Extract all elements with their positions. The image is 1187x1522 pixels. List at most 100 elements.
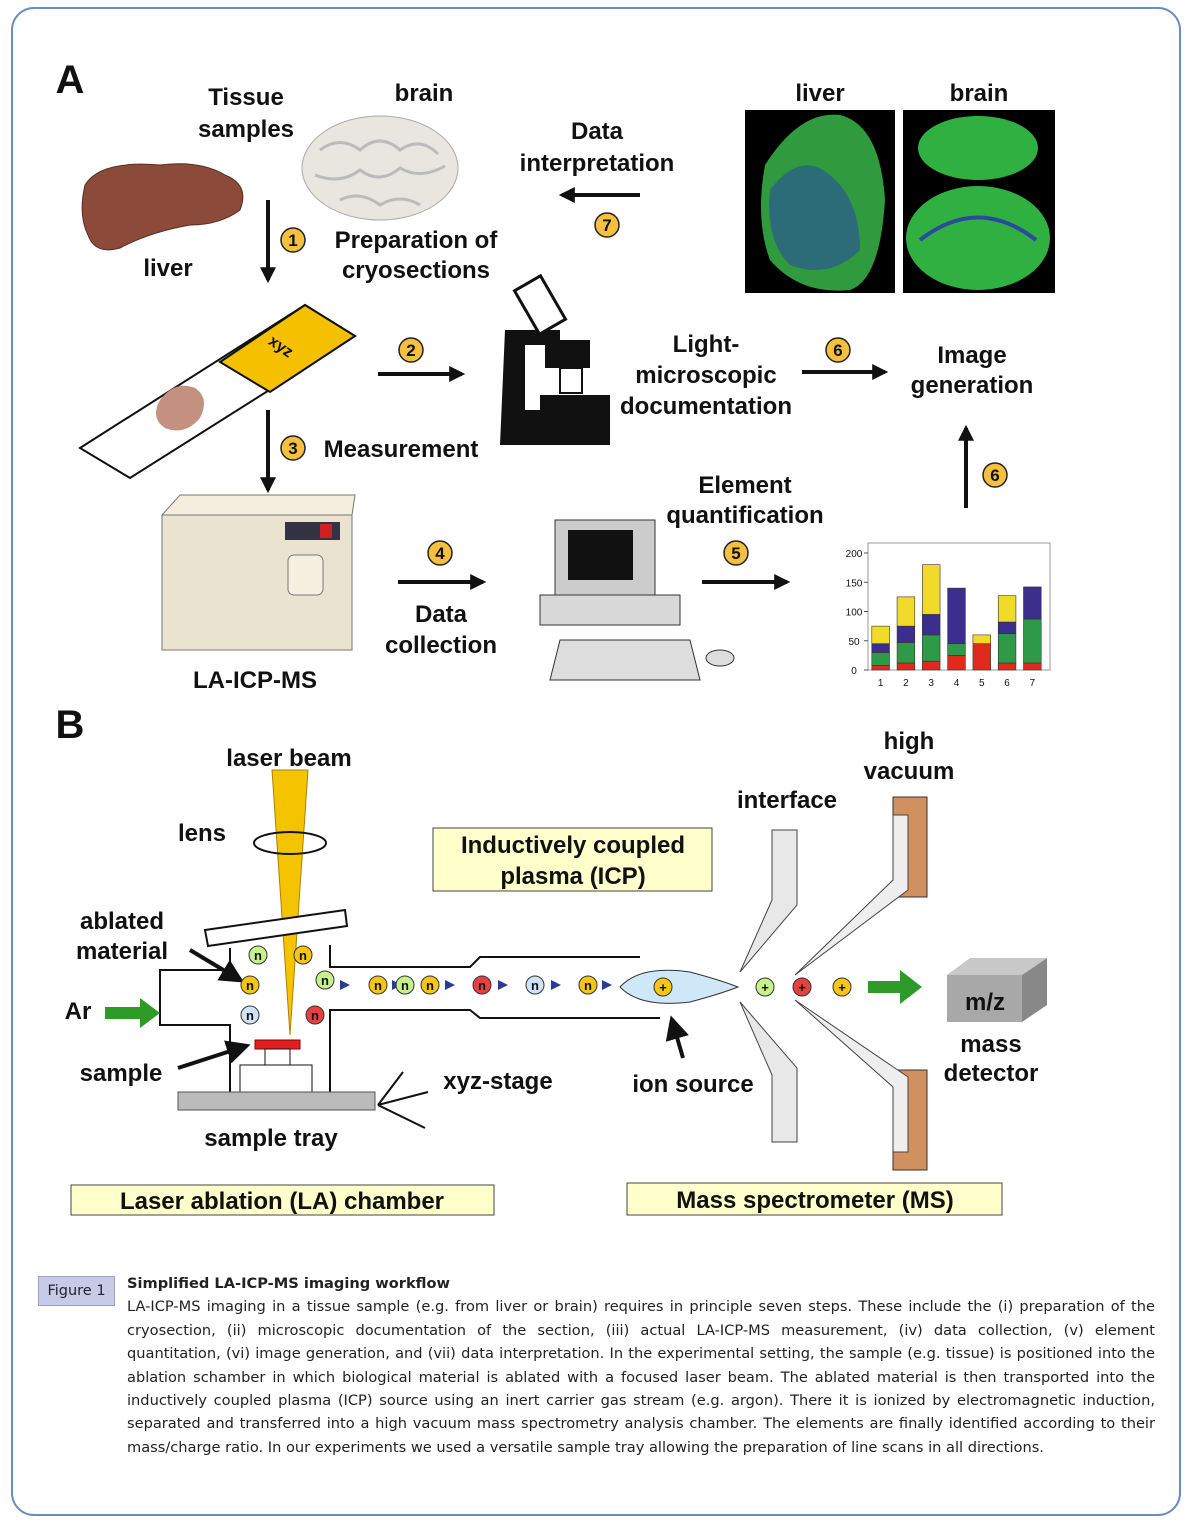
x-tick-label: 1 xyxy=(878,678,884,689)
label: Mass spectrometer (MS) xyxy=(676,1187,953,1214)
bar-segment xyxy=(871,665,890,671)
particle-label: n xyxy=(426,978,434,993)
step-marker xyxy=(594,212,620,238)
particle xyxy=(578,975,598,995)
label: plasma (ICP) xyxy=(500,863,645,890)
arrow xyxy=(188,948,245,983)
particle xyxy=(305,1005,325,1025)
label: vacuum xyxy=(864,758,955,785)
step-number: 5 xyxy=(731,544,740,563)
label: liver xyxy=(143,255,192,282)
particle xyxy=(240,975,260,995)
x-tick-label: 2 xyxy=(903,678,909,689)
particle xyxy=(315,970,335,990)
label: ion source xyxy=(632,1071,753,1098)
step-marker xyxy=(723,540,749,566)
label-box xyxy=(626,1182,1003,1216)
bar-segment xyxy=(997,662,1017,671)
detector-top xyxy=(947,958,1047,975)
panel-label: B xyxy=(56,703,85,747)
label: documentation xyxy=(620,393,792,420)
arrow xyxy=(665,1015,689,1059)
label: Measurement xyxy=(324,436,479,463)
lens xyxy=(253,831,327,855)
label: sample tray xyxy=(204,1125,338,1152)
label: xyz-stage xyxy=(443,1068,552,1095)
bar-segment xyxy=(871,625,890,644)
label: brain xyxy=(395,80,454,107)
label: sample xyxy=(80,1060,163,1087)
panel-label: A xyxy=(56,58,85,102)
y-tick-label: 150 xyxy=(846,578,863,589)
step-marker xyxy=(398,337,424,363)
bar-segment xyxy=(997,595,1017,623)
label: Element xyxy=(698,472,791,499)
bar-segment xyxy=(947,655,966,671)
label: Image xyxy=(937,342,1006,369)
flow-arrow xyxy=(551,980,561,990)
sample xyxy=(254,1039,301,1050)
liver-section-detail xyxy=(769,165,860,270)
bar-segment xyxy=(1023,618,1042,664)
x-tick-label: 6 xyxy=(1004,678,1010,689)
particle xyxy=(525,975,545,995)
label: LA-ICP-MS xyxy=(193,667,317,694)
particles: n nnn nn n n n n n n + + + + xyxy=(240,945,852,1025)
label: collection xyxy=(385,632,497,659)
caption-text: LA-ICP-MS imaging in a tissue sample (e.… xyxy=(127,1298,1155,1456)
bar-segment xyxy=(1023,586,1042,620)
particle xyxy=(755,977,775,997)
bar-segment xyxy=(896,662,916,671)
instrument-top xyxy=(160,494,356,516)
bar-segment xyxy=(871,652,890,666)
step-markers: 1 2 3 4 5 6 6 7 xyxy=(280,212,1008,566)
y-tick-label: 200 xyxy=(846,549,863,560)
bar-segment xyxy=(1023,662,1042,671)
instrument-light xyxy=(320,524,332,538)
particle xyxy=(240,1005,260,1025)
particle xyxy=(472,975,492,995)
microscope-stage xyxy=(540,395,610,420)
particle-label: n xyxy=(401,978,409,993)
label: samples xyxy=(198,116,294,143)
step-number: 6 xyxy=(833,341,842,360)
step-marker xyxy=(280,227,306,253)
label: Inductively coupled xyxy=(461,832,685,859)
bar-segment xyxy=(997,621,1017,635)
label: material xyxy=(76,938,168,965)
label: microscopic xyxy=(635,362,776,389)
brain-folds xyxy=(314,139,446,207)
sample-tray xyxy=(177,1091,376,1111)
label: Light- xyxy=(673,331,740,358)
particle-label: n xyxy=(478,978,486,993)
detector-side xyxy=(1022,958,1047,1022)
slide-label xyxy=(218,303,357,394)
label: m/z xyxy=(965,989,1005,1016)
bar-segment xyxy=(947,587,966,644)
label: interpretation xyxy=(520,150,675,177)
label: mass xyxy=(960,1031,1021,1058)
bar-segment xyxy=(922,564,941,615)
particle xyxy=(792,977,812,997)
flow-arrow xyxy=(602,980,612,990)
particle-label: n xyxy=(374,978,382,993)
label: Data xyxy=(571,118,624,145)
mouse xyxy=(705,649,735,667)
y-tick-label: 0 xyxy=(851,666,857,677)
frame xyxy=(11,7,1181,1516)
particle-label: + xyxy=(659,980,667,995)
particle-label: n xyxy=(311,1008,319,1023)
particle xyxy=(368,975,388,995)
plasma-flame xyxy=(619,969,740,1004)
x-tick-label: 7 xyxy=(1030,678,1036,689)
skimmer-cone xyxy=(794,999,909,1153)
brain-section xyxy=(918,116,1038,180)
particle-label: + xyxy=(798,980,806,995)
particle xyxy=(832,977,852,997)
chamber-lid xyxy=(203,908,349,948)
particle xyxy=(248,945,268,965)
label-box xyxy=(70,1184,495,1216)
ion-arrow-head xyxy=(900,970,922,1004)
chamber-wall xyxy=(159,945,660,1092)
